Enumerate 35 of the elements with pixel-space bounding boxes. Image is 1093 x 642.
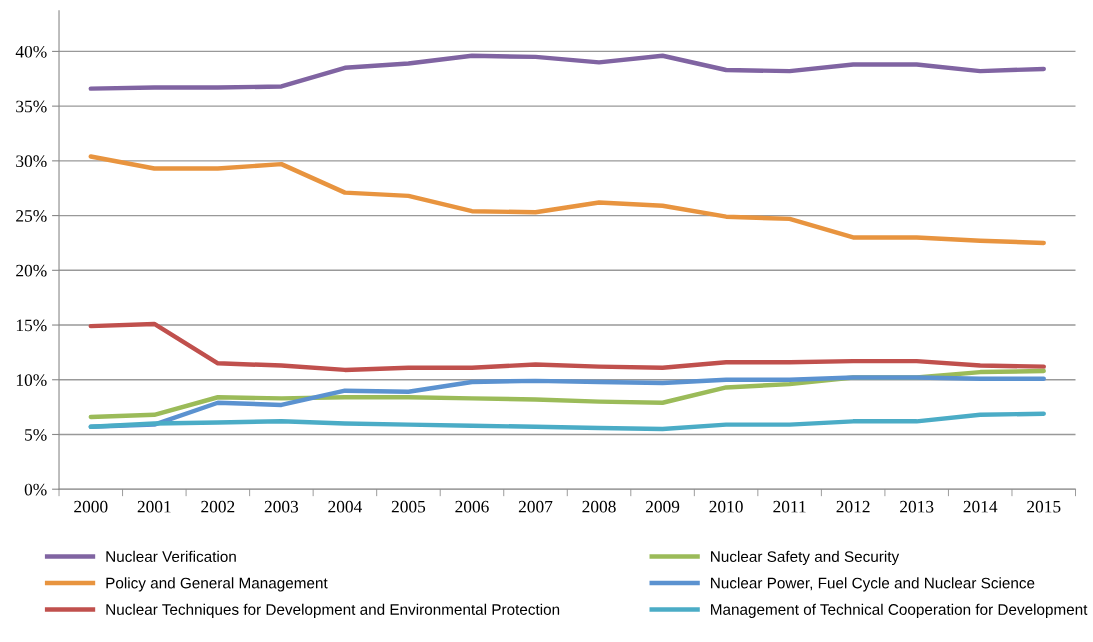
legend-label: Nuclear Safety and Security <box>711 550 900 566</box>
y-tick-label: 30% <box>16 155 47 168</box>
line-series <box>88 411 1046 432</box>
x-tick-label: 2005 <box>391 500 426 513</box>
y-tick-label: 15% <box>16 319 47 332</box>
y-tick-label: 0% <box>24 483 47 496</box>
legend-label: Policy and General Management <box>106 577 328 592</box>
legend-label: Management of Technical Cooperation for Development <box>711 603 1088 618</box>
x-tick-label: 2008 <box>582 500 616 513</box>
y-tick-label: 10% <box>16 374 47 387</box>
x-tick-label: 2001 <box>137 500 171 513</box>
x-tick-label: 2015 <box>1027 500 1061 513</box>
y-tick-label: 20% <box>16 264 47 277</box>
x-tick-label: 2004 <box>328 500 362 513</box>
legend-label: Nuclear Power, Fuel Cycle and Nuclear Science <box>711 577 1035 592</box>
x-tick-label: 2010 <box>709 500 743 513</box>
line-series <box>88 321 1046 373</box>
x-tick-label: 2007 <box>518 500 553 513</box>
x-tick-label: 2009 <box>645 500 680 513</box>
x-tick-label: 2006 <box>455 500 489 513</box>
y-tick-label: 40% <box>15 45 47 58</box>
x-tick-label: 2011 <box>773 500 806 513</box>
x-tick-label: 2012 <box>836 500 870 513</box>
y-tick-label: 25% <box>16 210 47 222</box>
x-tick-label: 2000 <box>74 500 108 513</box>
x-tick-label: 2002 <box>201 500 235 513</box>
x-tick-label: 2014 <box>963 500 998 513</box>
legend-label: Nuclear Verification <box>106 550 236 563</box>
legend-label: Nuclear Techniques for Development and Environmental Protection <box>106 603 560 618</box>
line-series <box>88 154 1046 246</box>
line-series <box>88 53 1046 91</box>
x-tick-label: 2003 <box>264 500 299 513</box>
x-tick-label: 2013 <box>900 500 934 513</box>
y-tick-label: 35% <box>16 100 47 113</box>
y-tick-label: 5% <box>25 428 47 441</box>
